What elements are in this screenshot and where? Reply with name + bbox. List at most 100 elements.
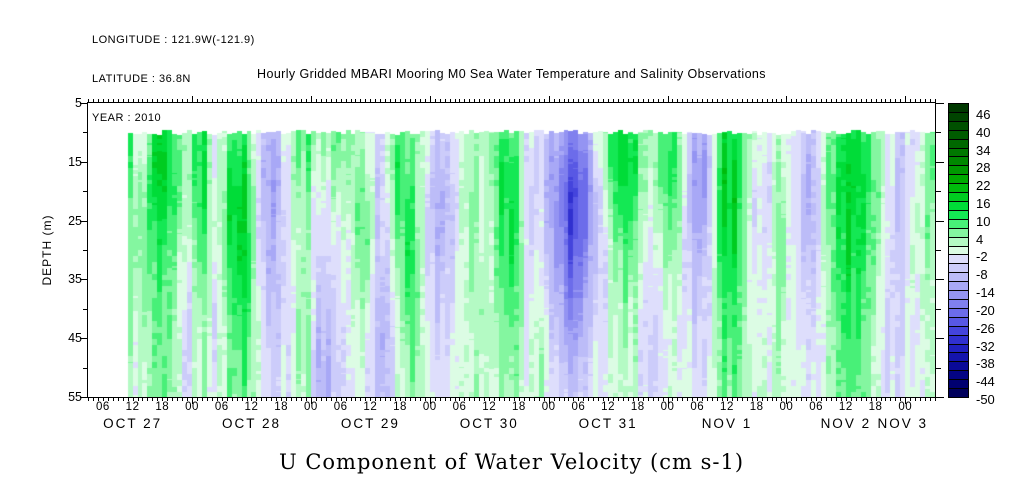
- colorbar-label: 28: [976, 160, 991, 176]
- x-tick: [930, 99, 932, 103]
- x-tick: [192, 96, 194, 103]
- x-tick: [226, 99, 228, 103]
- x-tick: [533, 397, 535, 401]
- x-tick: [687, 397, 689, 401]
- x-tick: [617, 99, 619, 103]
- x-tick: [538, 99, 540, 103]
- x-tick-label: 18: [749, 401, 764, 413]
- x-tick: [736, 99, 738, 103]
- x-tick: [915, 397, 917, 401]
- x-tick: [905, 96, 907, 103]
- x-tick: [682, 99, 684, 103]
- x-tick: [835, 99, 837, 103]
- x-tick-label: 00: [660, 401, 675, 413]
- x-tick: [702, 397, 704, 401]
- x-tick: [509, 99, 511, 103]
- x-tick: [375, 99, 377, 103]
- x-tick: [925, 99, 927, 103]
- x-tick-label: 12: [720, 401, 734, 413]
- x-tick: [548, 96, 550, 103]
- x-tick: [107, 397, 109, 401]
- x-tick-label: 18: [868, 401, 883, 413]
- colorbar-label: 10: [976, 213, 991, 229]
- x-tick: [717, 99, 719, 103]
- x-tick: [409, 397, 411, 401]
- x-tick: [875, 99, 877, 103]
- y-tick: [936, 338, 944, 340]
- x-tick-label: 12: [125, 401, 140, 413]
- x-tick: [256, 99, 258, 103]
- x-tick: [900, 99, 902, 103]
- x-tick: [855, 397, 857, 401]
- x-tick: [563, 397, 565, 401]
- x-tick: [845, 397, 847, 401]
- x-tick: [786, 96, 788, 103]
- x-tick: [717, 397, 719, 401]
- x-tick-label: 12: [601, 401, 615, 413]
- x-tick: [484, 397, 486, 401]
- x-tick: [97, 397, 99, 401]
- x-tick: [781, 99, 783, 103]
- y-tick: [80, 161, 88, 163]
- x-tick: [875, 397, 877, 401]
- x-tick: [300, 99, 302, 103]
- x-tick: [405, 397, 406, 401]
- x-tick: [553, 99, 555, 103]
- y-tick: [936, 220, 944, 222]
- y-tick: [80, 220, 88, 222]
- colorbar-label: -2: [976, 249, 988, 265]
- x-tick: [504, 99, 506, 103]
- x-tick: [340, 397, 342, 401]
- x-tick: [697, 99, 699, 103]
- x-tick: [459, 99, 461, 103]
- x-tick: [583, 99, 585, 103]
- x-tick: [756, 397, 758, 401]
- x-tick: [613, 99, 615, 103]
- x-tick: [211, 397, 213, 401]
- x-tick: [533, 99, 535, 103]
- colorbar-segment: [948, 388, 969, 398]
- colorbar-label: 46: [976, 106, 991, 122]
- x-tick: [707, 99, 709, 103]
- x-tick: [162, 99, 164, 103]
- x-tick: [122, 397, 124, 401]
- x-tick: [553, 397, 555, 401]
- x-tick: [335, 397, 337, 401]
- x-tick: [291, 99, 293, 103]
- x-tick: [360, 397, 362, 401]
- x-date-label: NOV 2: [820, 416, 872, 431]
- x-tick-label: 18: [274, 401, 289, 413]
- x-tick: [231, 397, 233, 401]
- x-tick: [305, 397, 307, 401]
- x-tick: [315, 99, 317, 103]
- colorbar-label: -44: [976, 374, 995, 390]
- x-date-label: OCT 29: [340, 416, 400, 431]
- x-tick-label: 18: [393, 401, 407, 413]
- x-tick-label: 06: [452, 401, 467, 413]
- chart-title: Hourly Gridded MBARI Mooring M0 Sea Wate…: [257, 67, 766, 81]
- x-tick: [895, 397, 897, 401]
- x-tick: [885, 397, 887, 401]
- x-tick: [380, 99, 382, 103]
- x-tick: [201, 397, 203, 401]
- x-tick: [920, 397, 922, 401]
- x-tick: [816, 397, 818, 401]
- x-tick: [216, 99, 218, 103]
- x-tick: [543, 397, 545, 401]
- x-tick: [315, 397, 317, 401]
- x-tick: [335, 99, 337, 103]
- x-tick: [682, 397, 684, 401]
- x-tick: [726, 397, 728, 401]
- x-tick: [617, 397, 619, 401]
- x-tick: [370, 397, 372, 401]
- x-tick: [692, 99, 694, 103]
- x-tick: [588, 99, 590, 103]
- x-tick: [261, 99, 263, 103]
- x-tick: [102, 397, 104, 401]
- x-tick: [117, 99, 119, 103]
- x-tick: [568, 397, 570, 401]
- x-tick: [469, 397, 471, 401]
- x-tick: [741, 99, 743, 103]
- x-tick: [712, 397, 714, 401]
- x-tick: [598, 397, 600, 401]
